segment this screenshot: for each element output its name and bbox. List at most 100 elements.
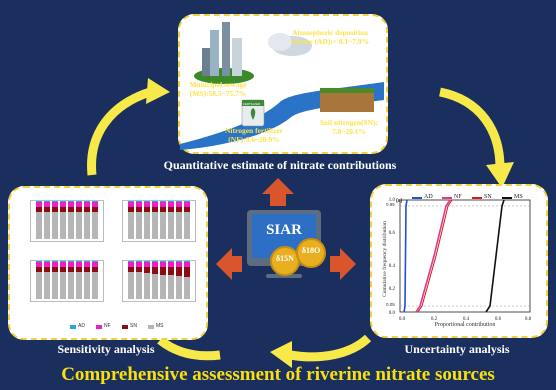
sensitivity-bar-segment bbox=[136, 207, 142, 212]
svg-text:0.2: 0.2 bbox=[431, 317, 438, 322]
sensitivity-bar-segment bbox=[152, 207, 158, 212]
sensitivity-bar-segment bbox=[160, 207, 166, 212]
sensitivity-bar-segment bbox=[144, 273, 150, 299]
sensitivity-bar-segment bbox=[44, 271, 50, 299]
uncertainty-title: Uncertainty analysis bbox=[404, 342, 510, 356]
sensitivity-bar-segment bbox=[36, 267, 42, 272]
sensitivity-bar-segment bbox=[76, 201, 82, 208]
sensitivity-bar-segment bbox=[184, 261, 190, 262]
sensitivity-bar-segment bbox=[44, 211, 50, 239]
sensitivity-bar-segment bbox=[44, 201, 50, 202]
sensitivity-bar-segment bbox=[76, 201, 82, 202]
sensitivity-bar-segment bbox=[76, 211, 82, 239]
uncertainty-legend: AD NF SN MS bbox=[412, 194, 542, 202]
legend-swatch bbox=[122, 325, 128, 329]
sensitivity-bar-segment bbox=[84, 207, 90, 212]
sensitivity-bar-segment bbox=[136, 201, 142, 202]
sensitivity-bar-segment bbox=[128, 201, 134, 208]
sensitivity-bar-segment bbox=[84, 261, 90, 262]
legend-swatch bbox=[70, 325, 76, 329]
sensitivity-bar-segment bbox=[76, 261, 82, 262]
svg-text:0.8: 0.8 bbox=[525, 317, 532, 322]
sensitivity-legend: AD NF SN MS bbox=[70, 323, 180, 331]
sensitivity-bar-segment bbox=[136, 261, 142, 268]
sensitivity-bar-segment bbox=[84, 201, 90, 202]
sensitivity-bar-segment bbox=[168, 211, 174, 239]
curve-ad bbox=[403, 199, 408, 313]
sensitivity-bar-segment bbox=[128, 201, 134, 202]
sensitivity-bar-segment bbox=[60, 211, 66, 239]
sensitivity-bar-segment bbox=[168, 207, 174, 212]
legend-label: SN bbox=[484, 194, 492, 200]
sensitivity-bar-segment bbox=[160, 261, 166, 268]
sensitivity-bar-segment bbox=[160, 261, 166, 262]
sensitivity-bar-segment bbox=[144, 261, 150, 268]
svg-text:1.0: 1.0 bbox=[389, 198, 396, 203]
label-sn: Soil nitrogen(SN): 7.8~20.1% bbox=[320, 118, 378, 136]
sensitivity-bar-segment bbox=[160, 267, 166, 275]
sensitivity-bar-segment bbox=[76, 207, 82, 212]
sensitivity-bar-segment bbox=[168, 275, 174, 299]
top-panel-title: Quantitative estimate of nitrate contrib… bbox=[163, 158, 397, 172]
sensitivity-bar-segment bbox=[60, 201, 66, 208]
sensitivity-bar-segment bbox=[136, 261, 142, 262]
sensitivity-bar-segment bbox=[76, 271, 82, 299]
sensitivity-bar-segment bbox=[144, 201, 150, 208]
sensitivity-bar-segment bbox=[152, 273, 158, 299]
label-nf: Nitrogen fertilizer (NF):8.6~20.9% bbox=[225, 126, 283, 144]
uncertainty-ytick-05: 0.05 bbox=[386, 302, 395, 307]
sensitivity-bar-segment bbox=[84, 201, 90, 208]
sensitivity-bar-segment bbox=[168, 201, 174, 208]
sensitivity-bar-segment bbox=[44, 207, 50, 212]
arrow-left bbox=[216, 248, 242, 280]
sensitivity-bar-segment bbox=[136, 272, 142, 299]
svg-text:0.0: 0.0 bbox=[389, 311, 396, 316]
legend-label: MS bbox=[156, 323, 164, 329]
sensitivity-bar-segment bbox=[60, 271, 66, 299]
sensitivity-bar-segment bbox=[44, 261, 50, 268]
sensitivity-bar-segment bbox=[136, 211, 142, 239]
sensitivity-bar-segment bbox=[144, 207, 150, 212]
sensitivity-bar-segment bbox=[36, 201, 42, 202]
sensitivity-bar-segment bbox=[92, 201, 98, 208]
uncertainty-xlabel: Proportional contribution bbox=[434, 322, 496, 328]
sensitivity-bar-segment bbox=[168, 267, 174, 276]
sensitivity-bar-segment bbox=[52, 261, 58, 268]
sensitivity-bar-segment bbox=[176, 207, 182, 212]
sensitivity-bar-segment bbox=[76, 267, 82, 272]
sensitivity-bar-segment bbox=[136, 267, 142, 273]
sensitivity-bar-segment bbox=[176, 261, 182, 268]
sensitivity-bar-segment bbox=[160, 201, 166, 202]
legend-label: MS bbox=[514, 194, 523, 200]
siar-label: SIAR bbox=[266, 222, 302, 238]
sensitivity-bar-segment bbox=[52, 267, 58, 272]
sensitivity-bar-segment bbox=[176, 211, 182, 239]
sensitivity-mini-chart bbox=[30, 260, 104, 302]
svg-text:0.4: 0.4 bbox=[389, 264, 396, 269]
arrow-up bbox=[262, 178, 294, 206]
sensitivity-bar-segment bbox=[92, 267, 98, 272]
legend-label: SN bbox=[130, 323, 137, 329]
sensitivity-bar-segment bbox=[68, 271, 74, 299]
sensitivity-bar-segment bbox=[52, 201, 58, 208]
sensitivity-bar-segment bbox=[92, 207, 98, 212]
sensitivity-bar-segment bbox=[184, 211, 190, 239]
svg-text:0.4: 0.4 bbox=[463, 317, 470, 322]
sensitivity-bar-segment bbox=[36, 271, 42, 299]
legend-swatch bbox=[96, 325, 102, 329]
sensitivity-bar-segment bbox=[92, 211, 98, 239]
sensitivity-mini-chart bbox=[122, 260, 196, 302]
legend-line bbox=[502, 197, 512, 199]
sensitivity-bar-segment bbox=[68, 201, 74, 208]
sensitivity-bar-segment bbox=[176, 276, 182, 299]
legend-line bbox=[412, 197, 422, 199]
sensitivity-bar-segment bbox=[92, 261, 98, 268]
sensitivity-bar-segment bbox=[144, 201, 150, 202]
sensitivity-bar-segment bbox=[168, 261, 174, 268]
uncertainty-chart: 1.0 0.6 0.4 0.2 0.0 0.0 0.2 0.4 0.6 0.8 bbox=[389, 198, 532, 322]
sensitivity-bar-segment bbox=[160, 201, 166, 208]
sensitivity-bar-segment bbox=[184, 201, 190, 202]
sensitivity-bar-segment bbox=[60, 201, 66, 202]
arrow-right bbox=[330, 248, 356, 280]
sensitivity-bar-segment bbox=[68, 201, 74, 202]
